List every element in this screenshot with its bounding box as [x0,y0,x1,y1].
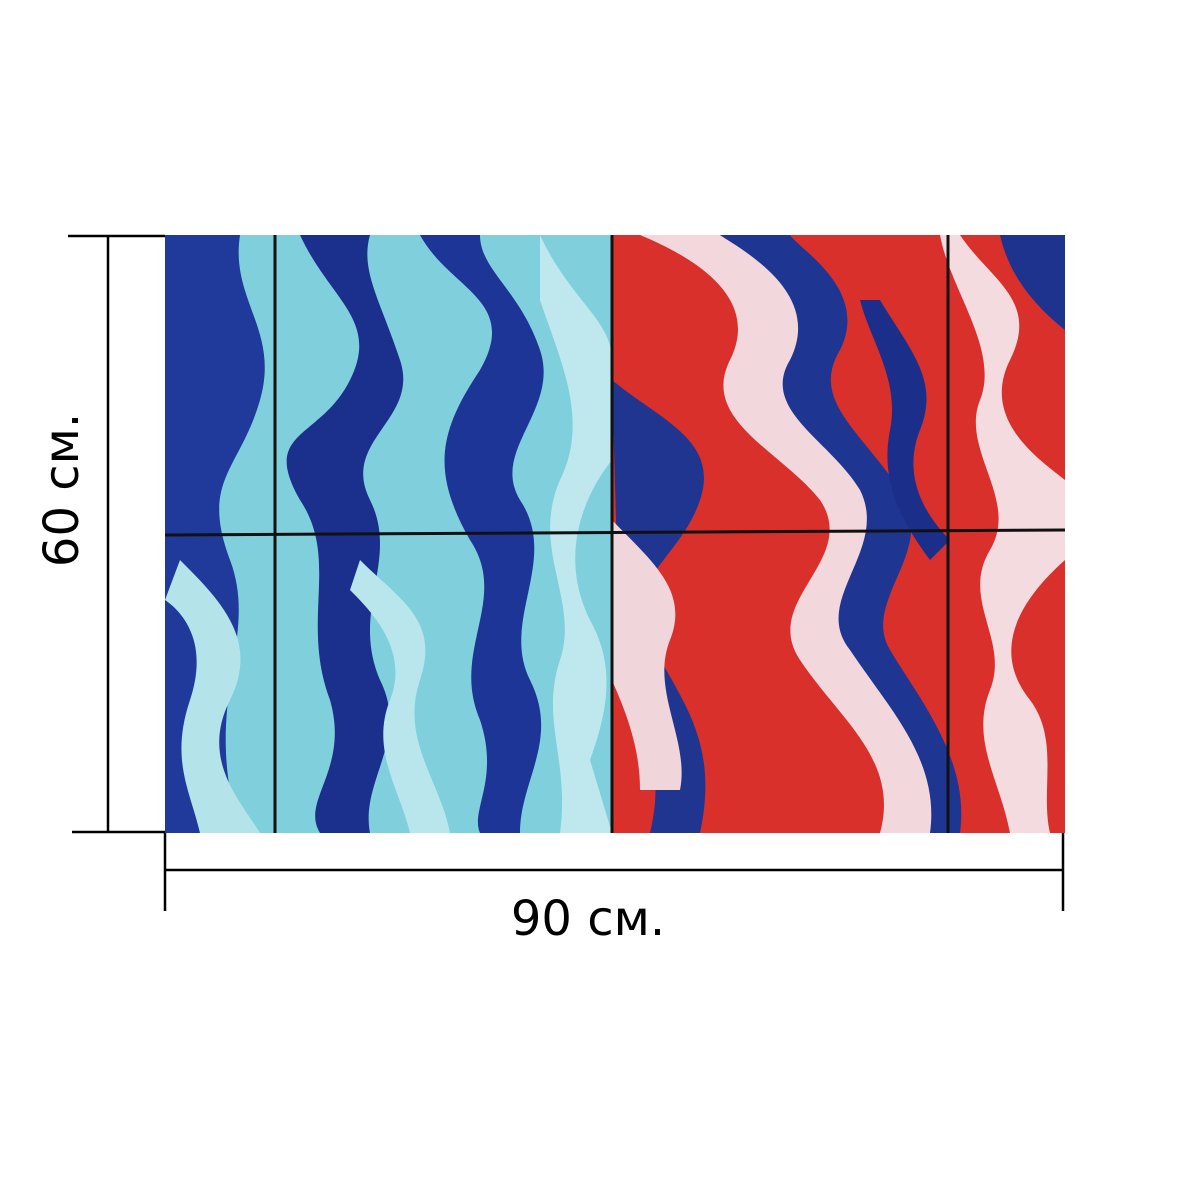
height-dimension: 60 см. [34,234,165,834]
height-label: 60 см. [34,413,90,567]
artwork [164,235,1066,833]
width-dimension: 90 см. [163,833,1065,947]
width-label: 90 см. [511,891,665,947]
